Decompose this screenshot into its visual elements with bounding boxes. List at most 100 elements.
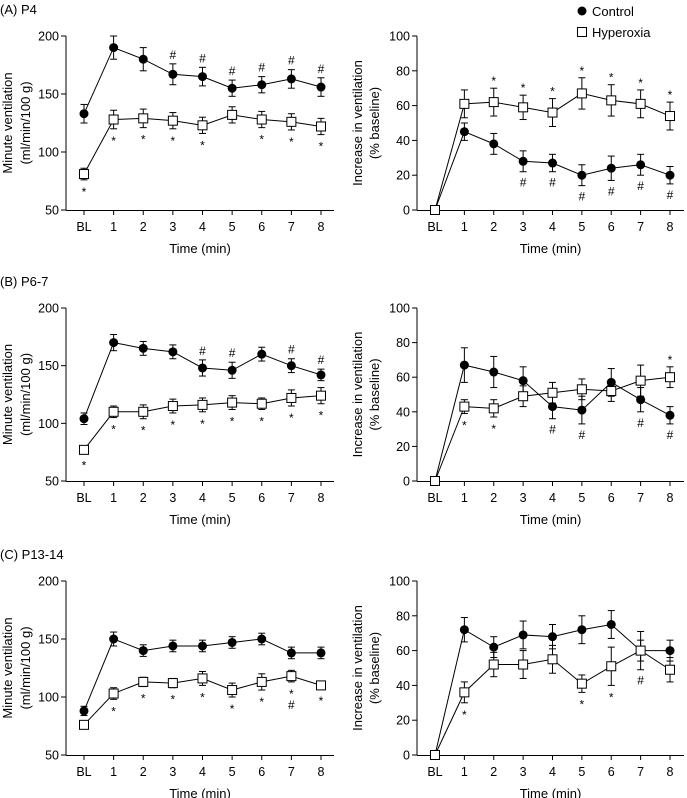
x-tick-label: 4 [549,220,556,234]
control-point [665,410,675,420]
control-point [316,82,326,92]
significance-star: * [200,138,205,152]
y-axis-label-units: (ml/min/100 g) [18,353,33,436]
y-tick-label: 0 [403,475,410,489]
x-tick-label: 7 [637,765,644,779]
x-tick-label: 2 [490,220,497,234]
control-point [548,402,557,412]
x-tick-label: 1 [461,765,468,779]
hyperoxia-point [286,116,297,127]
hyperoxia-point [256,114,267,125]
x-tick-label: 8 [318,220,325,234]
control-point [198,641,207,651]
significance-star: * [141,692,146,706]
significance-star: * [141,133,146,147]
significance-hash: # [579,428,586,442]
hyperoxia-point [430,205,440,215]
hyperoxia-point [138,113,149,124]
significance-star: * [82,185,87,199]
chart-panel-3: (B) P6-7 50 100 150 200 BL 1 2 3 4 5 6 7 8 Time (min) M… [0,274,334,527]
x-tick-label: 6 [258,220,265,234]
significance-star: * [668,353,673,367]
y-tick-label: 80 [396,609,410,623]
x-tick-label: 1 [110,765,117,779]
hyperoxia-point [286,392,297,403]
control-point [198,363,207,373]
hyperoxia-point [227,685,238,696]
significance-hash: # [520,176,527,190]
significance-star: * [259,695,264,709]
x-tick-label: 7 [288,765,295,779]
y-tick-label: 80 [396,64,410,78]
significance-star: * [668,88,673,102]
significance-hash: # [637,674,644,688]
significance-hash: # [667,188,674,202]
hyperoxia-point [459,687,470,698]
x-tick-label: 6 [608,491,615,505]
significance-star: * [491,74,496,88]
x-tick-label: 2 [140,220,147,234]
hyperoxia-point [488,97,499,108]
x-tick-label: 6 [608,765,615,779]
significance-hash: # [229,64,236,78]
y-tick-label: 60 [396,99,410,113]
x-axis-label: Time (min) [169,786,231,798]
control-point [665,170,675,180]
x-tick-label: 7 [288,220,295,234]
hyperoxia-point [167,401,178,412]
x-tick-label: 2 [490,765,497,779]
y-tick-label: 20 [396,169,410,183]
x-tick-label: 1 [461,220,468,234]
x-tick-label: 3 [169,765,176,779]
control-point [138,646,148,656]
x-axis-label: Time (min) [520,512,582,527]
control-point [489,139,499,149]
significance-star: * [521,81,526,95]
significance-hash: # [549,423,556,437]
y-tick-label: 200 [38,30,59,44]
hyperoxia-point [79,719,89,730]
hyperoxia-point [316,121,326,132]
significance-star: * [171,134,176,148]
control-point [138,54,148,64]
significance-star: * [319,409,324,423]
y-tick-label: 150 [38,88,59,102]
x-tick-label: 4 [549,491,556,505]
y-axis-label-units: (% baseline) [367,632,382,704]
significance-star: * [259,414,264,428]
control-point [227,83,237,93]
control-point [138,343,148,353]
x-tick-label: 4 [199,491,206,505]
hyperoxia-point [635,375,646,386]
hyperoxia-point [576,678,587,689]
control-point [459,360,469,370]
chart-panel-5: (C) P13-14 50 100 150 200 BL 1 2 3 4 5 6 7 8 Time (min… [0,547,334,798]
x-tick-label: 5 [229,220,236,234]
x-axis-label: Time (min) [169,512,231,527]
x-tick-label: 3 [520,220,527,234]
significance-star: * [111,134,116,148]
hyperoxia-point [576,384,587,395]
control-point [79,414,89,424]
y-axis-label-units: (ml/min/100 g) [18,81,33,164]
significance-star: * [638,76,643,90]
significance-star: * [462,708,467,722]
control-point [665,646,675,656]
significance-star: * [289,411,294,425]
significance-star: * [609,690,614,704]
y-tick-label: 100 [389,302,410,316]
x-tick-label: 8 [667,765,674,779]
control-point [518,630,528,640]
y-axis-label-units: (ml/min/100 g) [18,626,33,709]
significance-star: * [111,704,116,718]
control-point [606,377,616,387]
significance-hash: # [229,346,236,360]
y-tick-label: 50 [45,749,59,763]
panel-label: (B) P6-7 [0,274,48,289]
hyperoxia-point [459,98,470,109]
legend-control-marker [577,6,587,16]
x-tick-label: 4 [199,765,206,779]
hyperoxia-point [286,671,297,682]
y-tick-label: 40 [396,134,410,148]
x-tick-label: 5 [229,765,236,779]
